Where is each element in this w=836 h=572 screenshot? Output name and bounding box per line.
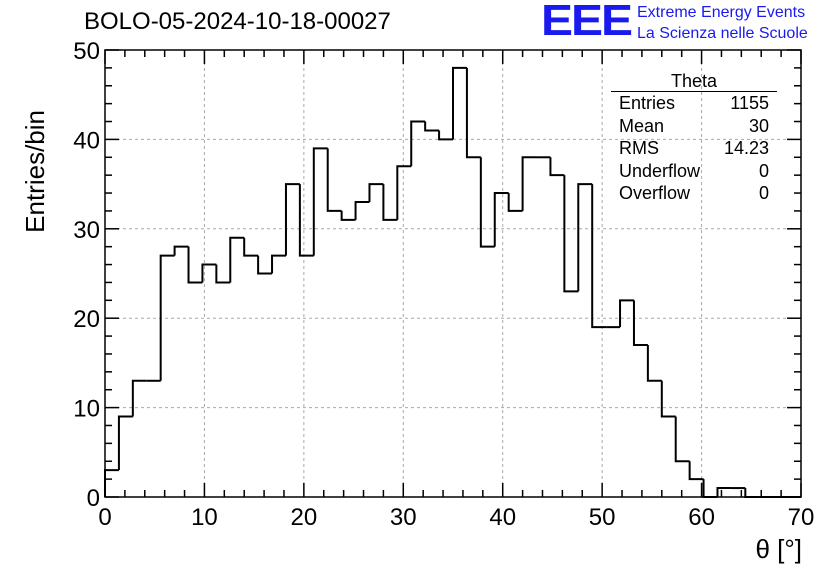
histogram-bin	[173, 245, 189, 256]
histogram-bin	[563, 175, 579, 293]
histogram-bin	[424, 121, 440, 132]
eee-logo: EEE	[541, 0, 633, 46]
stats-value: 30	[748, 115, 769, 136]
stats-value: 0	[758, 160, 769, 181]
histogram-bin	[493, 192, 509, 247]
x-tick-label: 70	[788, 504, 815, 531]
histogram-bin	[243, 237, 259, 257]
y-tick-label: 20	[73, 306, 100, 333]
y-tick-label: 0	[87, 485, 100, 512]
histogram-bin	[479, 157, 495, 248]
stats-title: Theta	[611, 71, 777, 92]
histogram-bin	[104, 469, 119, 497]
histogram-bin	[187, 246, 203, 284]
histogram-bin	[521, 156, 537, 211]
x-axis-label: θ [°]	[755, 534, 802, 564]
chart-title: BOLO-05-2024-10-18-00027	[84, 8, 391, 35]
x-tick-label: 50	[589, 504, 616, 531]
logo-line-1: Extreme Energy Events	[637, 4, 806, 21]
stats-label: RMS	[619, 138, 659, 158]
x-tick-label: 10	[191, 504, 218, 531]
histogram-bin	[159, 254, 175, 381]
y-axis-label: Entries/bin	[20, 110, 50, 233]
histogram-bin	[117, 415, 133, 471]
histogram-bin	[215, 264, 231, 284]
histogram-bin	[271, 254, 286, 274]
x-tick-label: 30	[390, 504, 417, 531]
stats-label: Entries	[619, 93, 676, 113]
y-tick-label: 50	[73, 38, 100, 65]
histogram-bin	[131, 379, 147, 417]
histogram-bin	[396, 165, 412, 220]
stats-row-underflow: Underflow 0	[611, 160, 777, 183]
axis-ticks	[104, 49, 802, 498]
histogram-bin	[340, 210, 356, 221]
histogram-bin	[354, 200, 370, 220]
y-tick-label: 10	[73, 396, 100, 423]
stats-box: Theta Entries 1155 Mean 30 RMS 14.23 Und…	[611, 71, 777, 205]
x-tick-label: 0	[98, 504, 111, 531]
histogram-bin	[326, 148, 342, 212]
axis-tick-labels: 0 10 20 30 40 50 60 70 0 10 20 30 40 50	[73, 38, 814, 531]
stats-row-rms: RMS 14.23	[611, 137, 777, 160]
histogram-bin	[744, 488, 760, 498]
histogram-bin	[646, 345, 662, 382]
stats-label: Underflow	[619, 160, 701, 181]
histogram-bin	[716, 487, 732, 497]
histogram-bin	[702, 479, 718, 498]
stats-value: 1155	[730, 93, 769, 113]
stats-label: Overflow	[619, 183, 691, 203]
y-tick-label: 40	[73, 127, 100, 154]
histogram-series	[104, 66, 801, 498]
y-tick-label: 30	[73, 217, 100, 244]
histogram-bin	[438, 130, 453, 141]
histogram-bin	[229, 236, 245, 283]
x-tick-label: 60	[688, 504, 715, 531]
histogram-bin	[382, 184, 398, 221]
histogram-bin	[549, 157, 565, 177]
histogram-bin	[368, 183, 384, 202]
plot-border	[104, 49, 802, 498]
histogram-bin	[632, 300, 648, 347]
x-tick-label: 20	[291, 504, 318, 531]
stats-row-overflow: Overflow 0	[611, 182, 777, 205]
histogram-bin	[284, 183, 300, 256]
histogram-bin	[298, 184, 314, 257]
histogram-bin	[452, 66, 467, 140]
histogram-bin	[465, 67, 481, 159]
histogram-bin	[619, 299, 634, 328]
histogram-bin	[201, 263, 217, 283]
stats-value: 14.23	[723, 138, 769, 158]
histogram-bin	[660, 380, 676, 418]
histogram-bin	[591, 184, 607, 329]
stats-row-entries: Entries 1155	[611, 92, 777, 115]
histogram-bin	[674, 416, 690, 463]
histogram-bin	[688, 461, 704, 481]
histogram-bin	[410, 120, 426, 167]
histogram-bin	[507, 193, 523, 212]
plot-frame	[104, 49, 802, 498]
logo-line-2: La Scienza nelle Scuole	[637, 25, 808, 42]
stats-row-mean: Mean 30	[611, 115, 777, 138]
histogram-bin	[257, 255, 273, 275]
histogram-bin	[312, 147, 328, 256]
stats-label: Mean	[619, 115, 665, 136]
x-tick-label: 40	[489, 504, 516, 531]
stats-value: 0	[758, 183, 769, 203]
histogram-bin	[577, 183, 593, 292]
